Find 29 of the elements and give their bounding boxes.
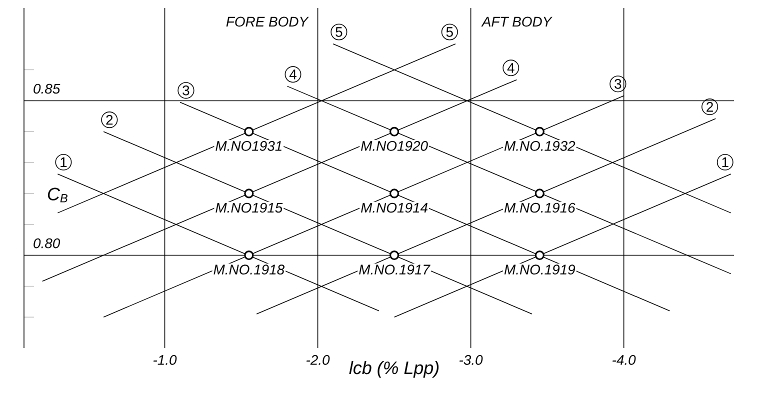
series-label: 4 (507, 63, 514, 73)
annotation: M.NO.1919 (504, 264, 576, 274)
series-label: 5 (446, 27, 453, 37)
annotation: AFT BODY (481, 16, 552, 27)
annotation: M.NO.1932 (504, 141, 576, 151)
series-label: 2 (106, 114, 113, 125)
series-label: 4 (289, 70, 296, 80)
y-tick-label: 0.80 (34, 238, 60, 248)
annotation: FORE BODY (226, 16, 309, 27)
series-label: 1 (60, 157, 67, 167)
x-tick-label: -4.0 (612, 355, 636, 365)
series-label: 2 (706, 102, 713, 112)
annotation: M.NO1914 (361, 202, 428, 213)
x-tick-label: -2.0 (306, 355, 330, 365)
x-axis-title: lcb (% Lpp) (349, 361, 439, 378)
y-axis-title: C$_{B}$ (48, 188, 68, 202)
annotation: M.NO.1917 (359, 264, 430, 274)
series-label: 3 (614, 78, 622, 89)
x-tick-label: -3.0 (460, 355, 483, 365)
series-label: 3 (182, 85, 190, 96)
annotation: M.NO1920 (361, 141, 428, 151)
series-label: 1 (722, 157, 728, 167)
annotation: M.NO1915 (216, 202, 283, 213)
series-label: 5 (336, 27, 342, 37)
annotation: M.NO.1916 (504, 202, 576, 213)
annotation: M.NO.1918 (214, 264, 284, 274)
x-tick-label: -1.0 (153, 355, 177, 365)
y-tick-label: 0.85 (34, 84, 60, 94)
annotation: M.NO1931 (216, 141, 282, 151)
